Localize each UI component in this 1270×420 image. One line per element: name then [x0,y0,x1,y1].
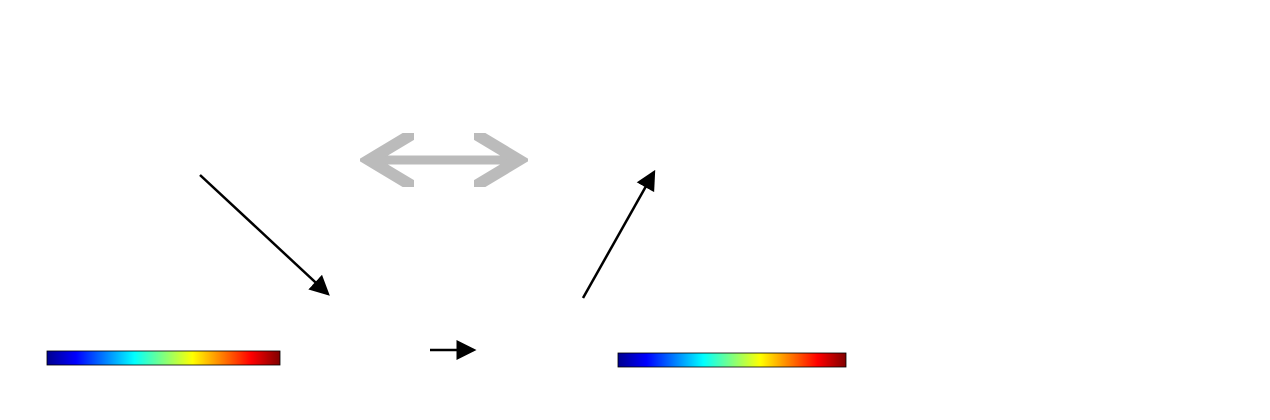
colorbar [46,350,281,366]
arrow [581,169,656,299]
colorbar [617,352,847,368]
arrow [199,174,330,296]
